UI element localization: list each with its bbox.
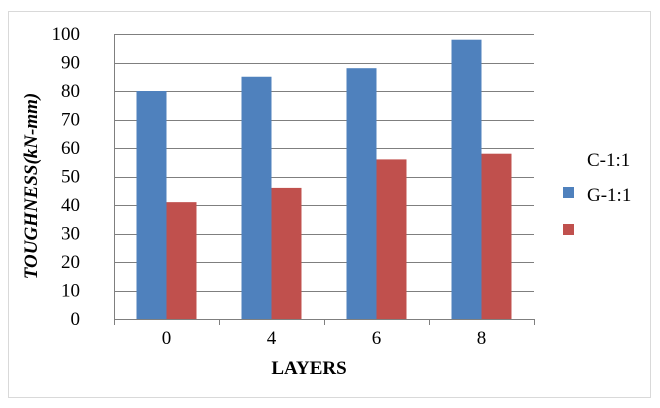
y-tick-label: 50 (61, 167, 80, 188)
y-tick-label: 40 (61, 195, 80, 216)
x-tick-labels: 0 4 6 8 (162, 328, 487, 349)
y-axis-title: TOUGHNESS(kN-mm) (21, 93, 42, 280)
y-tick-label: 10 (61, 281, 80, 302)
y-tick-label: 80 (61, 81, 80, 102)
x-tick-label: 4 (267, 328, 277, 349)
bar-series-2-cat-8 (481, 153, 512, 319)
legend-label: C-1:1 (587, 150, 630, 171)
x-tick-label: 8 (477, 328, 487, 349)
bar-series-1-cat-8 (451, 39, 482, 319)
y-tick-label: 60 (61, 138, 80, 159)
bar-series-2-cat-6 (376, 159, 407, 319)
chart-border (8, 11, 651, 398)
legend-swatch (563, 187, 574, 198)
bar-series-1-cat-0 (136, 91, 167, 319)
y-tick-label: 20 (61, 252, 80, 273)
legend-label: G-1:1 (587, 185, 631, 206)
y-tick-label: 90 (61, 53, 80, 74)
bar-series-2-cat-4 (271, 187, 302, 319)
legend-swatch (563, 224, 574, 235)
x-axis-title: LAYERS (271, 358, 346, 379)
y-tick-label: 100 (52, 24, 81, 45)
y-tick-label: 30 (61, 224, 80, 245)
x-tick-label: 0 (162, 328, 172, 349)
y-tick-labels: 0 10 20 30 40 50 60 70 80 90 100 (52, 24, 81, 330)
x-tick-label: 6 (372, 328, 382, 349)
bar-series-2-cat-0 (166, 202, 197, 319)
bar-series-1-cat-6 (346, 68, 377, 319)
y-tick-label: 0 (71, 309, 81, 330)
legend: C-1:1 G-1:1 (563, 150, 631, 235)
bar-series-1-cat-4 (241, 76, 272, 319)
axes (114, 34, 535, 325)
y-tick-label: 70 (61, 110, 80, 131)
bars (136, 39, 512, 319)
